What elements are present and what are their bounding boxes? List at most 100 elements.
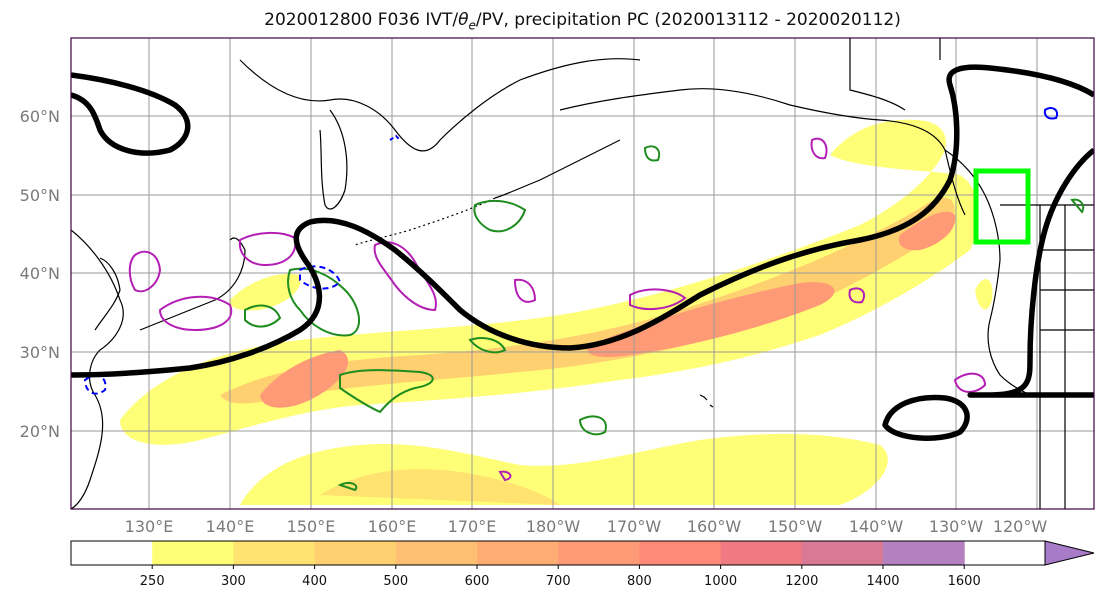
lon-label-180w: 180°W xyxy=(526,517,581,536)
colorbar-segment xyxy=(801,541,884,565)
ivt-plume-core-b xyxy=(587,282,835,357)
precip-contours xyxy=(83,107,1058,395)
colorbar-tick-label: 700 xyxy=(546,574,571,589)
lat-label-50: 50°N xyxy=(20,186,60,205)
colorbar-tick-label: 1200 xyxy=(785,574,818,589)
ivt-plume-coast xyxy=(975,279,993,310)
precip-contour-3 xyxy=(1043,107,1058,120)
colorbar-tick-label: 600 xyxy=(465,574,490,589)
pv-contour-6 xyxy=(629,288,687,311)
ivt-plume-south-2 xyxy=(320,469,560,505)
lat-label-60: 60°N xyxy=(20,107,60,126)
grid-lines xyxy=(71,38,1094,509)
coast-bc xyxy=(944,149,1031,396)
coast-alaska-peninsula xyxy=(494,139,621,199)
theta-e-contour-4 xyxy=(643,145,661,162)
colorbar-tick-label: 300 xyxy=(221,574,246,589)
ivt-contour-nw xyxy=(71,72,191,156)
colorbar-tick-label: 500 xyxy=(383,574,408,589)
colorbar-segment xyxy=(639,541,722,565)
ivt-contour-east xyxy=(967,147,1094,398)
pv-contour-3 xyxy=(158,295,233,332)
ivt-shading-layer xyxy=(120,119,993,505)
colorbar-segment xyxy=(233,541,316,565)
colorbar-segment xyxy=(477,541,559,565)
theta-e-contour-3 xyxy=(473,199,527,233)
colorbar-segment xyxy=(314,541,397,565)
colorbar-tick-label: 400 xyxy=(302,574,327,589)
lat-label-20: 20°N xyxy=(20,422,60,441)
coast-asia xyxy=(71,229,124,509)
colorbar-segment xyxy=(558,541,640,565)
coast-korea xyxy=(94,257,121,331)
target-region-box xyxy=(973,168,1031,245)
colorbar-ticks: 250 300 400 500 600 700 800 1000 1200 1400 1600 xyxy=(140,565,981,589)
theta-e-contour-7 xyxy=(468,337,507,354)
hawaii xyxy=(699,394,714,408)
colorbar-tick-label: 1600 xyxy=(948,574,981,589)
lon-label-140w: 140°W xyxy=(849,517,904,536)
colorbar-segment xyxy=(883,541,965,565)
lon-label-160w: 160°W xyxy=(687,517,742,536)
theta-e-contour-5 xyxy=(244,304,282,328)
lon-label-170e: 170°E xyxy=(448,517,497,536)
longitude-labels: 130°E 140°E 150°E 160°E 170°E 180°W 170°… xyxy=(125,517,1048,536)
theta-e-contour-2 xyxy=(339,369,434,414)
pv-contour-1 xyxy=(238,232,297,267)
lat-label-40: 40°N xyxy=(20,264,60,283)
map-frame xyxy=(70,37,1095,510)
pv-contour-10 xyxy=(498,470,512,482)
colorbar-tick-label: 250 xyxy=(140,574,165,589)
coast-siberia xyxy=(239,58,641,152)
colorbar-segment xyxy=(720,541,803,565)
pv-contour-7 xyxy=(848,287,866,304)
colorbar-segment xyxy=(71,541,153,565)
precip-contour-4 xyxy=(389,134,401,141)
lon-label-130w: 130°W xyxy=(929,517,984,536)
colorbar-segments xyxy=(71,541,965,565)
coast-canada-arctic xyxy=(849,38,941,111)
lon-label-130e: 130°E xyxy=(125,517,174,536)
theta-e-contours xyxy=(244,145,1085,492)
colorbar-tick-label: 1000 xyxy=(704,574,737,589)
ivt-contours xyxy=(71,64,1094,441)
colorbar-segment xyxy=(395,541,478,565)
precip-contour-1 xyxy=(299,265,342,290)
theta-e-contour-6 xyxy=(578,415,607,436)
coast-japan xyxy=(139,237,246,331)
colorbar-tick-label: 800 xyxy=(627,574,652,589)
ivt-plume-north xyxy=(229,273,301,311)
ivt-contour-se xyxy=(882,394,970,441)
lat-label-30: 30°N xyxy=(20,343,60,362)
border-states xyxy=(1039,205,1094,509)
pv-contours xyxy=(128,137,987,482)
lon-label-160e: 160°E xyxy=(368,517,417,536)
theta-e-contour-8 xyxy=(337,481,358,492)
ivt-contour-main xyxy=(71,64,1094,378)
pv-contour-5 xyxy=(513,278,537,303)
aleutians xyxy=(354,197,496,246)
colorbar-tick-label: 1400 xyxy=(866,574,899,589)
colorbar-extend-arrow xyxy=(1044,540,1095,566)
lon-label-140e: 140°E xyxy=(206,517,255,536)
pv-contour-2 xyxy=(373,241,437,312)
lon-label-170w: 170°W xyxy=(607,517,662,536)
ivt-plume-core-a xyxy=(260,350,349,408)
coastlines xyxy=(71,38,1094,509)
theta-e-contour-1 xyxy=(287,267,360,337)
precip-contour-2 xyxy=(83,374,107,395)
lon-label-120w: 120°W xyxy=(993,517,1048,536)
latitude-labels: 20°N 30°N 40°N 50°N 60°N xyxy=(20,107,60,441)
ivt-plume-core-c xyxy=(898,211,956,251)
lon-label-150w: 150°W xyxy=(768,517,823,536)
pv-contour-4 xyxy=(128,250,162,293)
coast-kamchatka xyxy=(319,109,348,210)
lon-label-150e: 150°E xyxy=(287,517,336,536)
pv-contour-8 xyxy=(810,137,828,160)
map-title: 2020012800 F036 IVT/θe/PV, precipitation… xyxy=(264,10,901,33)
theta-e-contour-9 xyxy=(1070,198,1085,214)
colorbar: 250 300 400 500 600 700 800 1000 1200 1400 1600 xyxy=(70,540,1095,589)
colorbar-segment xyxy=(152,541,234,565)
pv-contour-9 xyxy=(953,372,987,393)
